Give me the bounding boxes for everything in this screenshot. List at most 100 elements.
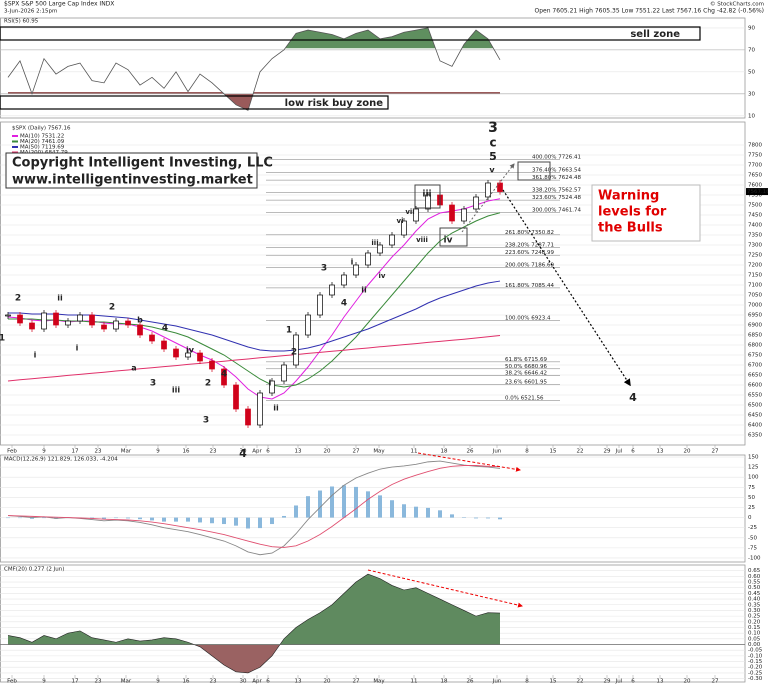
x-tick-label: 6 — [266, 449, 270, 455]
wave-label: 4 — [221, 370, 227, 380]
y-tick-label: 100 — [748, 475, 759, 481]
y-tick-label: 6350 — [748, 433, 762, 439]
fib-pct: 323.60% — [532, 195, 556, 201]
histogram-bar — [330, 486, 334, 518]
wave-label: 2 — [291, 348, 297, 358]
y-tick-label: 0.65 — [748, 568, 761, 574]
last-price: 7567.16 — [747, 189, 768, 195]
histogram-bar — [306, 496, 310, 518]
y-tick-label: 0.45 — [748, 591, 761, 597]
wave-label: iv — [186, 346, 195, 355]
y-tick-label: 7500 — [748, 203, 762, 209]
histogram-bar — [378, 495, 382, 518]
fib-value: 7186.69 — [531, 262, 554, 268]
x-tick-label: Apr — [252, 679, 262, 685]
wave-label: iv — [444, 236, 453, 246]
y-tick-label: 150 — [748, 455, 759, 461]
candle — [305, 314, 311, 336]
fib-label: 0.0% 6521.56 — [505, 395, 544, 401]
candle — [353, 264, 359, 276]
x-tick-label: 22 — [577, 449, 584, 455]
candle — [233, 384, 239, 410]
y-tick-label: 90 — [748, 25, 755, 31]
wave-label: 2 — [205, 379, 211, 389]
x-tick-label: 20 — [684, 679, 691, 685]
y-tick-label: 6950 — [748, 313, 762, 319]
y-tick-label: 0.55 — [748, 580, 761, 586]
x-tick-label: 20 — [324, 449, 331, 455]
x-tick-label: 15 — [550, 679, 557, 685]
wave-label: iii — [422, 190, 431, 200]
candle — [161, 340, 167, 350]
moving-average — [7, 334, 501, 382]
y-tick-label: 0 — [748, 515, 752, 521]
macd-panel — [0, 454, 746, 563]
wave-label: iv — [379, 272, 386, 280]
x-tick-label: May — [373, 449, 385, 455]
candle — [29, 322, 35, 330]
fib-label: 300.00% 7461.74 — [532, 207, 581, 213]
wave-label: 4 — [239, 447, 247, 460]
x-tick-label: 30 — [240, 679, 247, 685]
histogram-bar — [426, 507, 430, 518]
y-tick-label: 125 — [748, 465, 759, 471]
x-tick-label: 9 — [156, 449, 160, 455]
x-tick-label: 13 — [657, 449, 664, 455]
histogram-bar — [114, 517, 118, 519]
negative-fill — [195, 645, 280, 673]
wave-label: iii — [172, 386, 180, 395]
y-tick-label: 25 — [748, 505, 755, 511]
fib-label: 223.60% 7248.99 — [505, 250, 554, 256]
panel-title: $SPX (Daily) 7567.16 — [12, 126, 71, 132]
x-tick-label: 23 — [95, 449, 102, 455]
divergence-arrow — [417, 452, 521, 472]
fib-value: 6646.42 — [524, 370, 547, 376]
cmf-line — [7, 573, 501, 674]
y-tick-label: 7050 — [748, 293, 762, 299]
fib-value: 7624.48 — [558, 175, 581, 181]
histogram-bar — [18, 517, 22, 519]
candle — [17, 314, 23, 324]
fib-label: 338.20% 7562.57 — [532, 187, 581, 193]
y-tick-label: 30 — [748, 91, 755, 97]
y-tick-label: 7450 — [748, 213, 762, 219]
fib-label: 323.60% 7524.48 — [532, 195, 581, 201]
fib-label: 61.8% 6715.69 — [505, 356, 547, 362]
buy-zone-box — [0, 95, 389, 110]
x-tick-label: Mar — [121, 679, 132, 685]
fib-value: 6715.69 — [524, 356, 547, 362]
candle — [245, 408, 251, 426]
x-tick-label: 27 — [353, 449, 360, 455]
y-tick-label: 7300 — [748, 243, 762, 249]
x-tick-label: 13 — [295, 679, 302, 685]
y-tick-label: -0.15 — [748, 659, 763, 665]
wave-box — [439, 227, 468, 247]
candle — [401, 220, 407, 236]
wave-label: ii — [57, 294, 63, 303]
candle — [329, 284, 335, 296]
price-panel — [0, 121, 746, 446]
rsi-line — [7, 27, 501, 111]
fib-pct: 50.0% — [505, 363, 522, 369]
fib-value: 6601.95 — [524, 379, 547, 385]
x-tick-label: Jun — [492, 449, 502, 455]
y-tick-label: 6850 — [748, 333, 762, 339]
y-tick-label: 0.40 — [748, 597, 761, 603]
histogram-bar — [390, 500, 394, 518]
divergence-arrow — [367, 569, 523, 608]
wave-label: ii — [273, 404, 279, 413]
y-tick-label: -50 — [748, 535, 757, 541]
histogram-bar — [486, 517, 490, 519]
x-tick-label: 6 — [631, 449, 635, 455]
x-tick-label: 18 — [441, 449, 448, 455]
candle — [269, 380, 275, 394]
fib-pct: 238.20% — [505, 242, 529, 248]
wave-label: 3 — [150, 379, 156, 389]
fib-value: 7461.74 — [558, 207, 581, 213]
fib-pct: 223.60% — [505, 250, 529, 256]
y-tick-label: 6900 — [748, 323, 762, 329]
fib-pct: 23.6% — [505, 379, 522, 385]
histogram-bar — [474, 517, 478, 519]
x-tick-label: 18 — [441, 679, 448, 685]
